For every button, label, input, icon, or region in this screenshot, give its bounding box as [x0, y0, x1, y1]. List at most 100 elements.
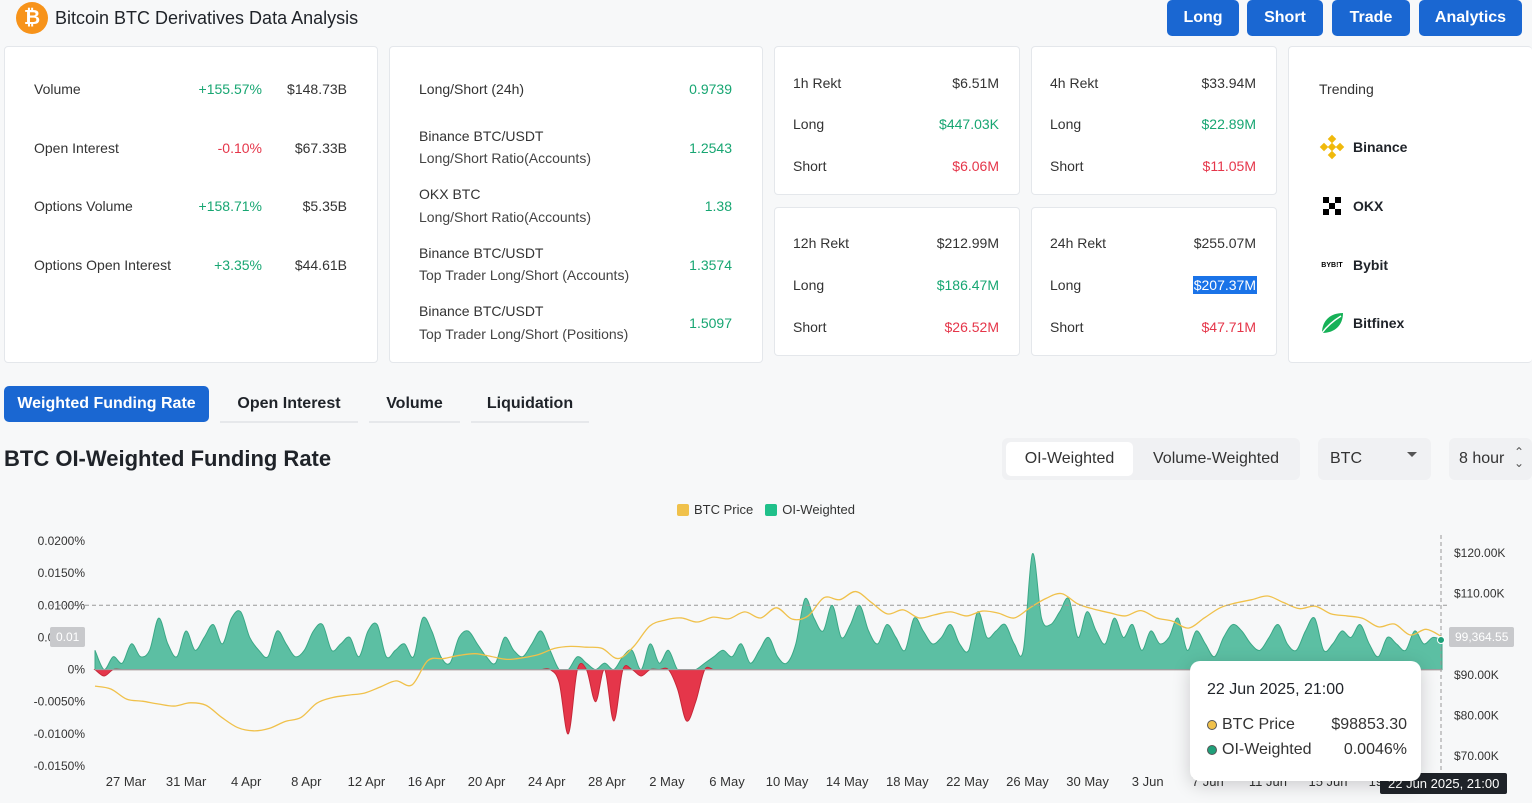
y-right-tick-label: $110.00K — [1454, 587, 1505, 601]
chart-legend: BTC Price OI-Weighted — [677, 502, 855, 517]
rekt-short-label: Short — [1050, 158, 1084, 174]
rekt-1h-card: 1h Rekt $6.51M Long $447.03K Short $6.06… — [774, 46, 1020, 195]
bybit-icon: BYB!T — [1321, 261, 1343, 269]
stat-label: Volume — [34, 81, 81, 97]
ratio-value: 1.2543 — [689, 140, 732, 156]
btc-price-line — [94, 590, 1443, 732]
rekt-long-value: $207.37M — [1192, 276, 1257, 294]
tooltip-date: 22 Jun 2025, 21:00 — [1207, 681, 1345, 698]
rekt-title: 24h Rekt — [1050, 235, 1107, 251]
trending-item-label: OKX — [1353, 198, 1384, 214]
rekt-total: $212.99M — [936, 235, 999, 251]
rekt-4h-card: 4h Rekt $33.94M Long $22.89M Short $11.0… — [1031, 46, 1277, 195]
x-tick-label: 26 May — [1006, 774, 1049, 789]
tab-liquidation[interactable]: Liquidation — [486, 395, 574, 412]
y-left-tick-label: 0.0150% — [38, 566, 86, 580]
rekt-title: 12h Rekt — [793, 235, 850, 251]
interval-select[interactable]: 8 hour ⌃ ⌄ — [1449, 438, 1532, 480]
rekt-long-value: $186.47M — [936, 277, 999, 293]
tab-weighted-funding-rate[interactable]: Weighted Funding Rate — [4, 386, 209, 422]
legend-label: BTC Price — [694, 502, 754, 517]
rekt-long-label: Long — [793, 116, 825, 132]
rekt-short-value: $6.06M — [952, 158, 999, 174]
tooltip-series-name: OI-Weighted — [1222, 741, 1312, 758]
x-tick-label: 2 May — [649, 774, 685, 789]
y-left-tick-label: -0.0150% — [34, 759, 86, 773]
interval-select-value: 8 hour — [1459, 450, 1505, 467]
x-tick-label: 30 May — [1066, 774, 1109, 789]
tooltip-row-price: BTC Price $98853.30 — [1207, 716, 1407, 734]
x-tick-label: 4 Apr — [231, 774, 262, 789]
crosshair-y-right-label: 99,364.55 — [1449, 627, 1515, 647]
bitfinex-leaf-icon — [1319, 310, 1345, 336]
rekt-long-label: Long — [793, 277, 825, 293]
trending-item-binance[interactable]: Binance — [1319, 134, 1407, 160]
x-tick-label: 24 Apr — [528, 774, 566, 789]
short-button[interactable]: Short — [1247, 0, 1323, 36]
trade-button[interactable]: Trade — [1332, 0, 1410, 36]
crosshair-y-left-label: 0.01 — [50, 627, 86, 647]
oi-weighted-option[interactable]: OI-Weighted — [1006, 442, 1133, 476]
ratio-label: Binance BTC/USDT — [419, 245, 544, 261]
stat-change: -0.10% — [217, 140, 262, 156]
tooltip-dot — [1207, 720, 1217, 730]
coin-select[interactable]: BTC — [1318, 438, 1431, 480]
y-left-tick-label: 0% — [68, 663, 86, 677]
market-stats-card: Volume +155.57% $148.73B Open Interest -… — [4, 46, 378, 363]
y-right-tick-label: $120.00K — [1454, 546, 1505, 560]
okx-icon — [1319, 193, 1345, 219]
x-tick-label: 22 May — [946, 774, 989, 789]
y-left-tick-label: -0.0100% — [34, 727, 86, 741]
trending-item-bybit[interactable]: BYB!T Bybit — [1319, 252, 1388, 278]
stat-change: +3.35% — [214, 257, 262, 273]
trending-item-bitfinex[interactable]: Bitfinex — [1319, 310, 1404, 336]
rekt-short-value: $26.52M — [944, 319, 999, 335]
x-tick-label: 18 May — [886, 774, 929, 789]
ratio-value: 1.5097 — [689, 315, 732, 331]
page-title: Bitcoin BTC Derivatives Data Analysis — [55, 8, 359, 28]
tooltip-series-value: $98853.30 — [1331, 716, 1407, 733]
y-left-tick-label: 0.0100% — [38, 598, 86, 612]
analytics-button[interactable]: Analytics — [1419, 0, 1522, 36]
tab-open-interest[interactable]: Open Interest — [237, 395, 341, 412]
ratio-value: 1.38 — [704, 198, 732, 214]
trending-item-okx[interactable]: OKX — [1319, 193, 1383, 219]
tooltip-row-funding: OI-Weighted 0.0046% — [1207, 741, 1407, 759]
stat-value: $5.35B — [302, 198, 347, 214]
y-left-tick-label: -0.0050% — [34, 695, 86, 709]
trending-title: Trending — [1319, 81, 1374, 97]
rekt-short-value: $11.05M — [1202, 158, 1256, 174]
x-tick-label: 10 May — [766, 774, 809, 789]
trending-item-label: Bitfinex — [1353, 315, 1405, 331]
tab-divider — [369, 421, 460, 423]
stat-label: Options Open Interest — [34, 257, 171, 273]
chart-title: BTC OI-Weighted Funding Rate — [4, 446, 332, 471]
volume-weighted-option[interactable]: Volume-Weighted — [1153, 450, 1279, 467]
bitcoin-logo-icon: ₿ — [16, 2, 48, 34]
stat-label: Open Interest — [34, 140, 119, 156]
chevron-down-icon — [1407, 452, 1417, 457]
y-left-tick-label: 0.0200% — [38, 534, 86, 548]
crosshair-point — [1437, 636, 1445, 644]
rekt-long-label: Long — [1050, 116, 1082, 132]
rekt-total: $33.94M — [1201, 75, 1256, 91]
long-button[interactable]: Long — [1167, 0, 1239, 36]
funding-positive-area — [94, 553, 1443, 673]
legend-label: OI-Weighted — [782, 502, 855, 517]
coin-select-value: BTC — [1330, 450, 1362, 467]
rekt-short-label: Short — [1050, 319, 1084, 335]
ratio-sublabel: Long/Short Ratio(Accounts) — [419, 150, 591, 166]
tooltip-dot — [1207, 745, 1217, 755]
x-tick-label: 27 Mar — [106, 774, 147, 789]
ratio-label: OKX BTC — [419, 186, 481, 202]
stat-label: Options Volume — [34, 198, 133, 214]
rekt-title: 1h Rekt — [793, 75, 842, 91]
trending-card: Trending Binance OKX BYB!T Bybit Bitfine… — [1288, 46, 1532, 363]
y-right-tick-label: $70.00K — [1454, 749, 1499, 763]
rekt-12h-card: 12h Rekt $212.99M Long $186.47M Short $2… — [774, 207, 1020, 356]
x-tick-label: 3 Jun — [1132, 774, 1164, 789]
tab-volume[interactable]: Volume — [386, 395, 443, 412]
ratio-sublabel: Top Trader Long/Short (Positions) — [419, 326, 629, 342]
tab-divider — [220, 421, 358, 423]
ratio-sublabel: Top Trader Long/Short (Accounts) — [419, 267, 630, 283]
